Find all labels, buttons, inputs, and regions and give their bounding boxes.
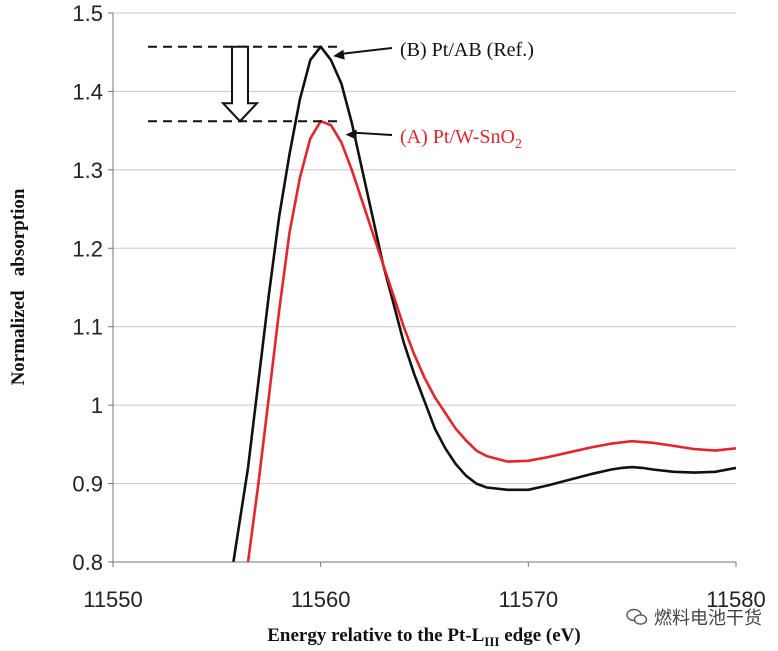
y-axis-ticks: 0.8 0.9 1 1.1 1.2 1.3 1.4 1.5 xyxy=(72,1,113,575)
wechat-icon xyxy=(626,608,648,625)
y-tick-label: 1.3 xyxy=(72,158,103,183)
series-line-pt-ab-ref xyxy=(232,45,736,562)
gridlines xyxy=(113,12,736,485)
annotation-arrowhead xyxy=(333,49,345,60)
watermark-text: 燃料电池干货 xyxy=(654,608,762,629)
annotation-pointer-line xyxy=(339,47,393,56)
series-annotation-label: (B) Pt/AB (Ref.) xyxy=(400,39,534,61)
peak-difference-arrow xyxy=(220,45,260,123)
x-tick-label: 11560 xyxy=(291,587,351,612)
x-tick-label: 11550 xyxy=(83,587,143,612)
x-tick-label: 11580 xyxy=(706,587,766,612)
y-tick-label: 1.1 xyxy=(72,315,103,340)
x-tick-label: 11570 xyxy=(499,587,559,612)
y-axis-title: Normalized absorption xyxy=(8,188,29,385)
watermark: 燃料电池干货 xyxy=(626,604,762,630)
series-line-pt-w-sno2 xyxy=(246,119,736,562)
y-tick-label: 0.9 xyxy=(72,472,103,497)
series-annotation-label: (A) Pt/W-SnO2 xyxy=(400,126,522,152)
y-tick-label: 1.2 xyxy=(72,236,103,261)
annotation-pointer-line xyxy=(351,131,393,136)
y-tick-label: 1.4 xyxy=(72,79,103,104)
x-axis-title: Energy relative to the Pt-LIII edge (eV) xyxy=(267,625,580,649)
y-tick-label: 1 xyxy=(91,393,103,418)
series-group xyxy=(232,45,736,562)
annotations-group: (B) Pt/AB (Ref.) (A) Pt/W-SnO2 xyxy=(148,39,534,152)
y-tick-label: 0.8 xyxy=(72,550,103,575)
annotation-arrowhead xyxy=(345,129,357,140)
y-tick-label: 1.5 xyxy=(72,1,103,26)
x-axis-ticks: 11550 11560 11570 11580 xyxy=(83,562,766,612)
